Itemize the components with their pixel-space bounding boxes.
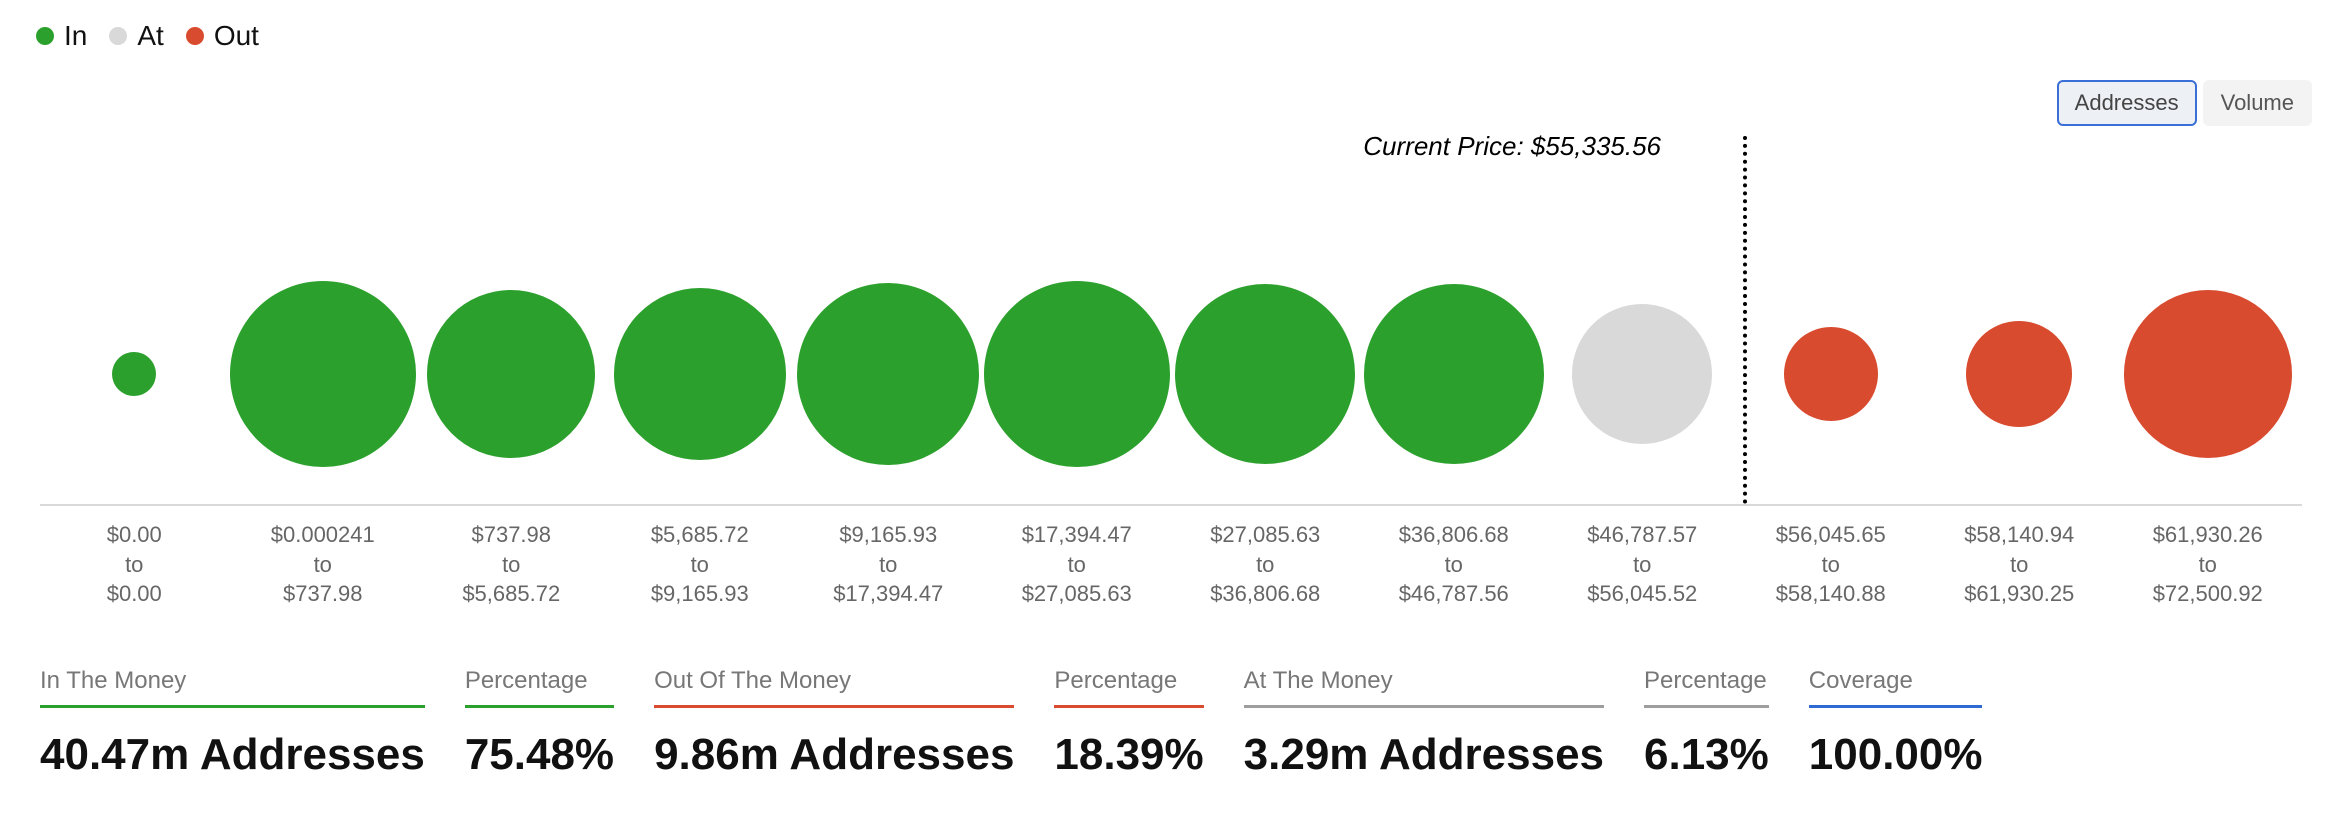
- stat-block: Out Of The Money 9.86m Addresses: [654, 667, 1014, 780]
- axis-label: $737.98to$5,685.72: [417, 520, 606, 609]
- stat-block: Coverage 100.00%: [1809, 667, 1983, 780]
- bubble-cell: [1171, 274, 1360, 474]
- legend-dot-out: [186, 27, 204, 45]
- bubbles-row: [40, 274, 2302, 474]
- bubble-cell: [606, 274, 795, 474]
- stat-label: Percentage: [1054, 667, 1203, 708]
- bubble-in[interactable]: [797, 283, 979, 465]
- bubble-in[interactable]: [427, 290, 595, 458]
- toggle-volume-button[interactable]: Volume: [2203, 80, 2312, 126]
- current-price-label: Current Price: $55,335.56: [1363, 131, 1661, 162]
- axis-label: $58,140.94to$61,930.25: [1925, 520, 2114, 609]
- stat-block: At The Money 3.29m Addresses: [1244, 667, 1604, 780]
- axis-label: $27,085.63to$36,806.68: [1171, 520, 1360, 609]
- stats-row: In The Money 40.47m Addresses Percentage 75…: [30, 667, 2312, 780]
- bubble-cell: [983, 274, 1172, 474]
- bubble-cell: [1737, 274, 1926, 474]
- axis-label: $9,165.93to$17,394.47: [794, 520, 983, 609]
- bubble-in[interactable]: [230, 281, 416, 467]
- axis-label: $0.00to$0.00: [40, 520, 229, 609]
- axis-label: $56,045.65to$58,140.88: [1737, 520, 1926, 609]
- bubble-cell: [1548, 274, 1737, 474]
- legend-label-in: In: [64, 20, 87, 52]
- bubble-out[interactable]: [2124, 290, 2292, 458]
- legend-item-out: Out: [186, 20, 259, 52]
- stat-value: 40.47m Addresses: [40, 730, 425, 780]
- stat-label: Percentage: [465, 667, 614, 708]
- axis-label: $5,685.72to$9,165.93: [606, 520, 795, 609]
- stat-label: Coverage: [1809, 667, 1983, 708]
- axis-label: $0.000241to$737.98: [229, 520, 418, 609]
- stat-value: 100.00%: [1809, 730, 1983, 780]
- bubble-out[interactable]: [1784, 327, 1878, 421]
- bubble-cell: [794, 274, 983, 474]
- axis-label: $61,930.26to$72,500.92: [2114, 520, 2303, 609]
- axis-label: $46,787.57to$56,045.52: [1548, 520, 1737, 609]
- bubble-cell: [1360, 274, 1549, 474]
- bubble-cell: [229, 274, 418, 474]
- stat-label: At The Money: [1244, 667, 1604, 708]
- bubble-cell: [2114, 274, 2303, 474]
- legend-label-out: Out: [214, 20, 259, 52]
- bubble-in[interactable]: [1175, 284, 1355, 464]
- bubble-in[interactable]: [112, 352, 156, 396]
- legend-item-at: At: [109, 20, 163, 52]
- stat-value: 6.13%: [1644, 730, 1769, 780]
- toggle-addresses-button[interactable]: Addresses: [2057, 80, 2197, 126]
- legend-dot-at: [109, 27, 127, 45]
- bubble-at[interactable]: [1572, 304, 1712, 444]
- legend-dot-in: [36, 27, 54, 45]
- view-toggle: Addresses Volume: [2051, 80, 2312, 126]
- stat-block: Percentage 6.13%: [1644, 667, 1769, 780]
- stat-value: 18.39%: [1054, 730, 1203, 780]
- bubble-in[interactable]: [614, 288, 786, 460]
- stat-value: 3.29m Addresses: [1244, 730, 1604, 780]
- stat-label: Out Of The Money: [654, 667, 1014, 708]
- axis-label: $17,394.47to$27,085.63: [983, 520, 1172, 609]
- stat-label: In The Money: [40, 667, 425, 708]
- bubble-cell: [1925, 274, 2114, 474]
- bubble-cell: [40, 274, 229, 474]
- stat-value: 75.48%: [465, 730, 614, 780]
- bubble-chart: Current Price: $55,335.56: [40, 166, 2302, 506]
- stat-block: Percentage 75.48%: [465, 667, 614, 780]
- bubble-in[interactable]: [1364, 284, 1544, 464]
- bubble-cell: [417, 274, 606, 474]
- axis-label: $36,806.68to$46,787.56: [1360, 520, 1549, 609]
- legend-item-in: In: [36, 20, 87, 52]
- axis-labels: $0.00to$0.00$0.000241to$737.98$737.98to$…: [40, 520, 2302, 609]
- stat-label: Percentage: [1644, 667, 1769, 708]
- legend: In At Out: [30, 20, 259, 52]
- stat-block: Percentage 18.39%: [1054, 667, 1203, 780]
- legend-label-at: At: [137, 20, 163, 52]
- bubble-in[interactable]: [984, 281, 1170, 467]
- header-row: In At Out Addresses Volume: [30, 20, 2312, 126]
- stat-block: In The Money 40.47m Addresses: [40, 667, 425, 780]
- bubble-out[interactable]: [1966, 321, 2072, 427]
- stat-value: 9.86m Addresses: [654, 730, 1014, 780]
